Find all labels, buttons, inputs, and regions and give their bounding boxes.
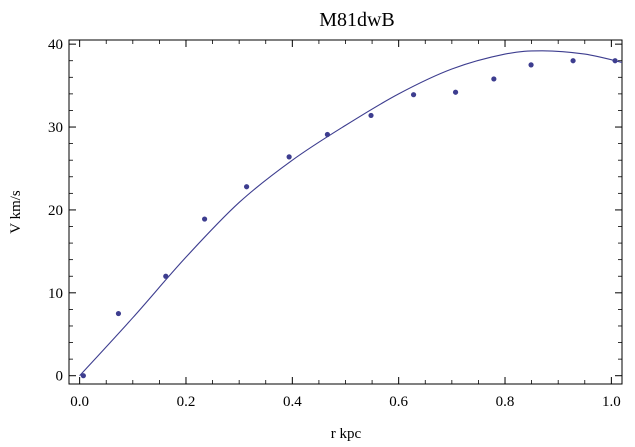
y-tick-label: 10: [48, 286, 63, 302]
x-tick-label: 0.6: [389, 394, 408, 410]
x-axis-title: r kpc: [331, 426, 362, 442]
data-point: [201, 216, 208, 222]
model-curve: [79, 50, 623, 377]
y-axis-ticks: 0 10 20 30 40: [48, 37, 622, 385]
y-tick-label: 40: [48, 37, 63, 53]
data-point: [80, 373, 86, 379]
data-point: [528, 62, 534, 68]
data-point: [115, 310, 122, 317]
x-tick-label: 0.2: [177, 394, 196, 410]
data-point: [452, 89, 459, 95]
data-point: [286, 154, 292, 160]
data-point: [570, 58, 576, 64]
x-tick-label: 0.4: [283, 394, 302, 410]
y-axis-title: V km/s: [8, 190, 24, 234]
data-point: [324, 131, 331, 138]
data-point: [163, 273, 169, 279]
x-tick-label: 0.8: [496, 394, 515, 410]
y-tick-label: 30: [48, 120, 63, 136]
data-point: [368, 112, 374, 119]
data-point: [410, 92, 417, 98]
x-axis-ticks: 0.0 0.2 0.4 0.6 0.8 1.0: [70, 40, 621, 410]
series-layer: [79, 50, 623, 379]
data-point: [612, 58, 618, 64]
y-tick-label: 0: [56, 369, 64, 385]
data-point: [491, 76, 497, 82]
x-tick-label: 0.0: [70, 394, 89, 410]
plot-frame: [68, 39, 623, 385]
data-point: [243, 184, 250, 190]
chart-title: M81dwB: [319, 9, 395, 31]
y-tick-label: 20: [48, 203, 63, 219]
x-tick-label: 1.0: [602, 394, 621, 410]
